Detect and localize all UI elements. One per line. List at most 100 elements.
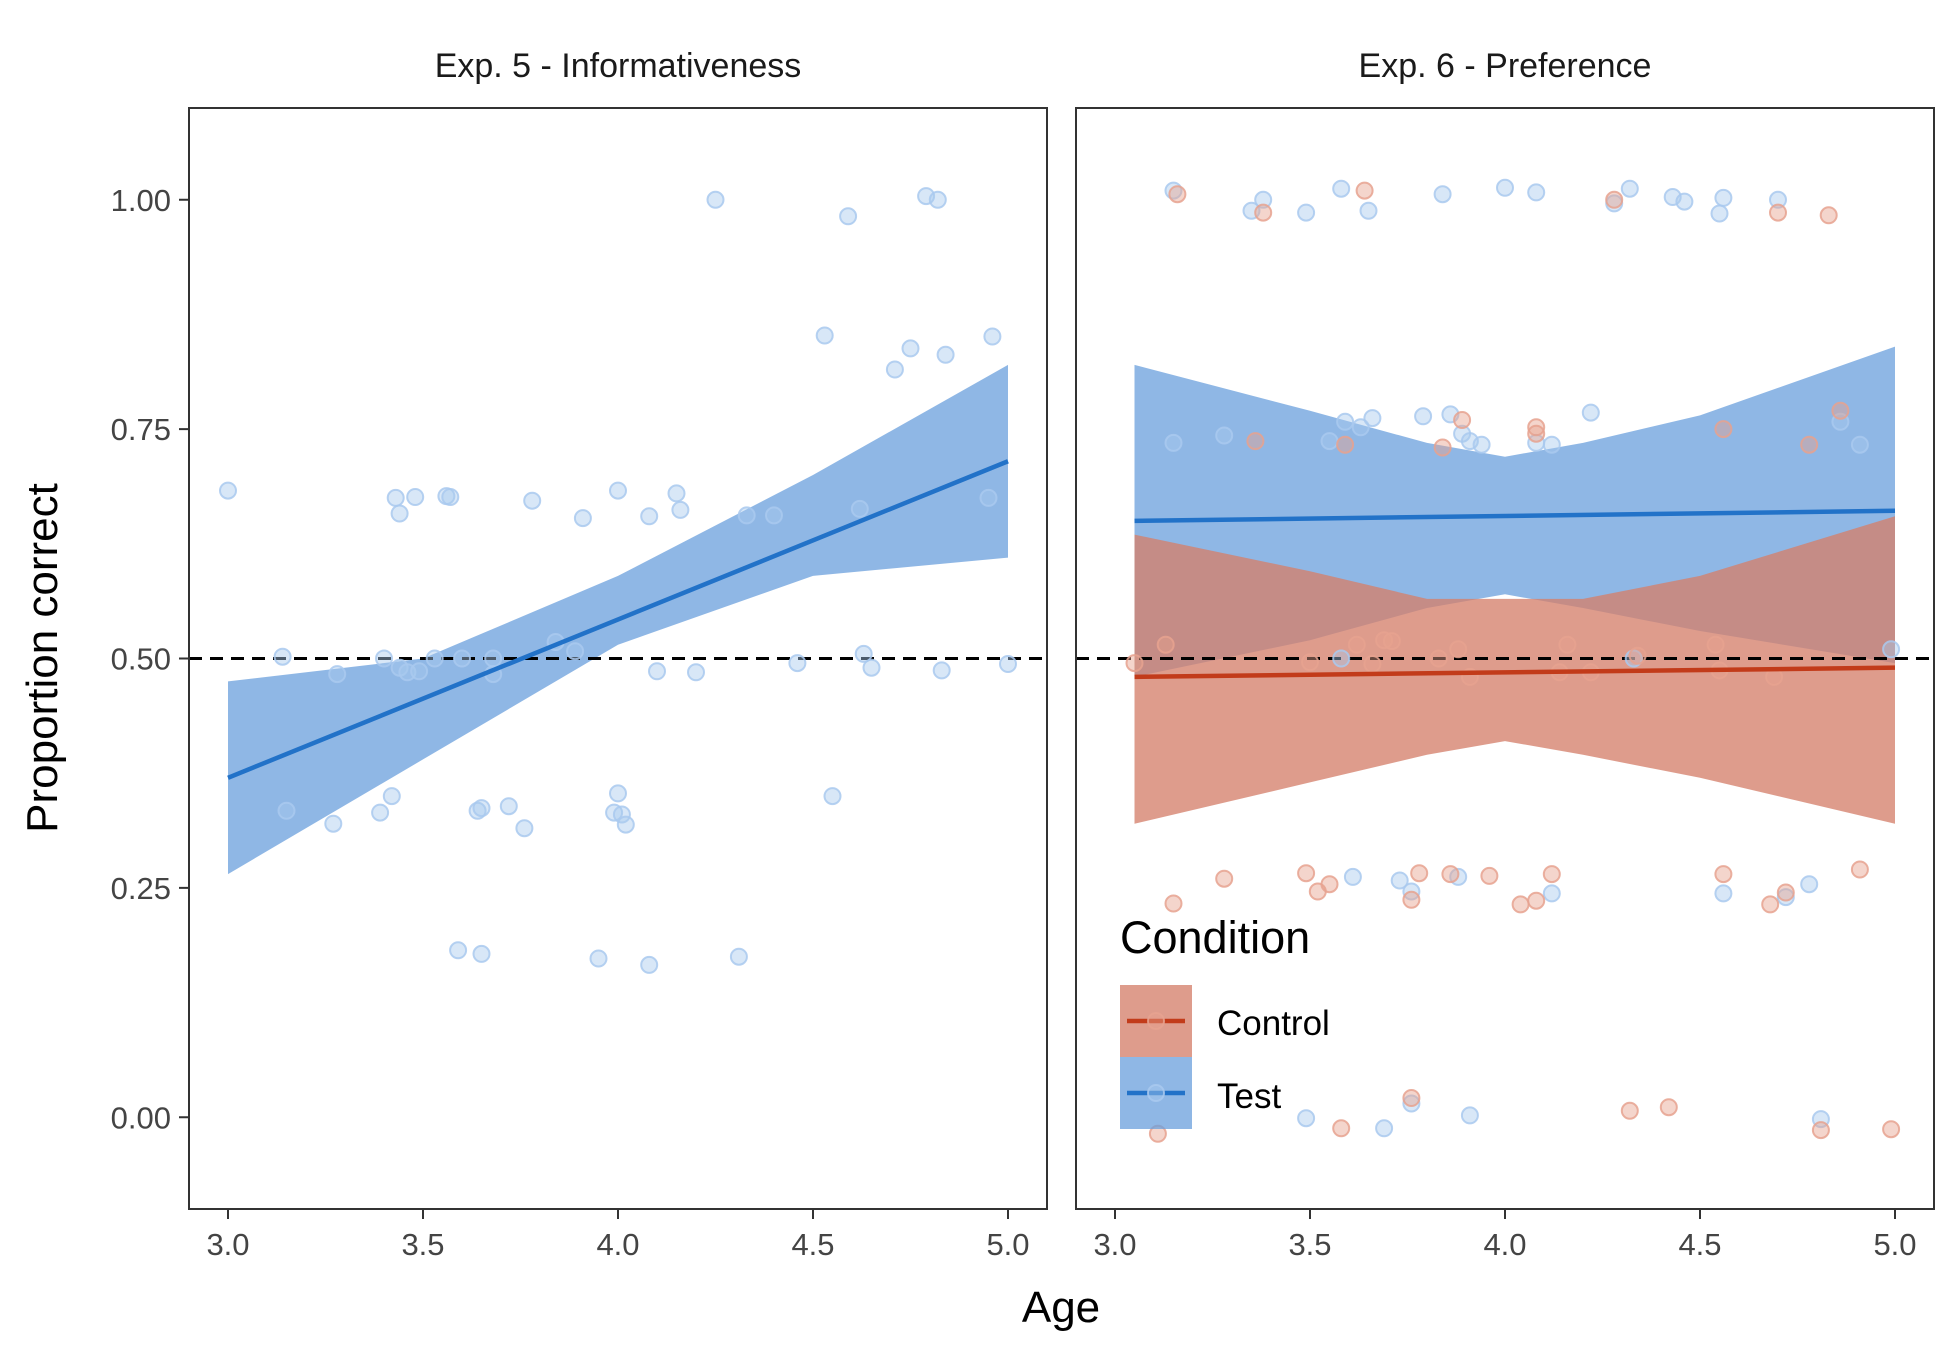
data-point-control <box>1410 864 1429 883</box>
data-point-control <box>1800 435 1819 454</box>
data-point-test <box>1714 188 1733 207</box>
data-point-test <box>850 499 869 518</box>
data-point-test <box>273 647 292 666</box>
data-point-test <box>1336 412 1355 431</box>
data-point-test <box>854 644 873 663</box>
data-point-test <box>406 488 425 506</box>
data-point-test <box>648 662 666 681</box>
data-point-test <box>324 814 343 833</box>
data-point-test <box>484 649 503 668</box>
data-point-test <box>737 506 756 525</box>
data-point-control <box>1254 203 1273 222</box>
x-tick-label: 3.0 <box>1093 1227 1136 1262</box>
data-point-test <box>386 488 405 507</box>
data-point-test <box>687 663 705 682</box>
data-point-control <box>1819 206 1838 225</box>
data-point-test <box>1320 432 1339 451</box>
data-point-control <box>1714 865 1733 884</box>
data-point-control <box>1441 865 1460 884</box>
data-point-test <box>788 654 807 673</box>
data-point-test <box>706 190 725 209</box>
data-point-test <box>765 506 783 525</box>
y-tick-label: 1.00 <box>111 183 171 218</box>
scatter-points <box>1125 178 1901 1143</box>
y-tick-label: 0.75 <box>111 412 171 447</box>
legend-label-control: Control <box>1217 1004 1330 1043</box>
data-point-control <box>1706 635 1725 654</box>
data-point-test <box>1542 435 1561 454</box>
data-point-control <box>1831 401 1850 420</box>
data-point-test <box>1254 190 1273 209</box>
x-tick-label: 4.0 <box>596 1227 639 1262</box>
data-point-test <box>390 504 409 523</box>
data-point-test <box>928 190 947 209</box>
data-point-test <box>449 941 468 960</box>
data-point-test <box>425 649 444 668</box>
data-point-test <box>410 662 429 681</box>
data-point-control <box>1659 1098 1678 1117</box>
confidence-bands <box>1134 346 1895 824</box>
x-tick-label: 4.5 <box>791 1227 834 1262</box>
legend-label-test: Test <box>1217 1077 1281 1116</box>
data-point-test <box>1800 875 1819 894</box>
data-point-control <box>1527 424 1546 443</box>
fit-line-test <box>1134 508 1896 524</box>
fit-line-test <box>227 459 1009 780</box>
data-point-test <box>441 488 460 506</box>
data-point-test <box>1460 1106 1479 1125</box>
data-point-test <box>901 339 920 358</box>
data-point-test <box>1472 435 1491 454</box>
data-point-test <box>1776 888 1795 907</box>
data-point-test <box>1542 884 1561 903</box>
data-point-test <box>823 787 842 806</box>
data-point-test <box>936 345 955 364</box>
data-point-test <box>640 955 659 974</box>
data-point-control <box>1776 883 1795 902</box>
data-point-test <box>1359 201 1378 220</box>
data-point-test <box>1527 183 1546 202</box>
data-point-test <box>885 360 904 379</box>
data-point-test <box>1769 190 1787 209</box>
data-point-test <box>862 658 881 677</box>
data-point-control <box>1558 635 1577 654</box>
data-point-test <box>1620 179 1639 198</box>
data-point-test <box>277 801 296 820</box>
x-tick-label: 3.5 <box>401 1227 444 1262</box>
data-point-test <box>1351 418 1370 437</box>
legend-point <box>1147 1084 1165 1102</box>
data-point-test <box>612 805 631 824</box>
data-point-control <box>1761 895 1780 914</box>
data-point-control <box>1355 181 1374 200</box>
data-point-test <box>566 642 585 661</box>
fit-lines <box>227 459 1009 780</box>
data-point-control <box>1382 632 1401 651</box>
legend-title: Condition <box>1120 912 1310 963</box>
data-point-control <box>1449 640 1468 659</box>
data-point-control <box>1168 185 1187 204</box>
data-point-control <box>1453 411 1472 429</box>
data-point-test <box>729 947 748 966</box>
x-tick-label: 3.5 <box>1288 1227 1331 1262</box>
data-point-test <box>1363 409 1382 428</box>
data-point-control <box>1527 418 1546 437</box>
data-point-test <box>1215 426 1234 445</box>
data-point-test <box>609 784 627 803</box>
data-point-control <box>1246 432 1265 451</box>
data-point-control <box>1628 646 1647 665</box>
data-point-control <box>1542 865 1561 884</box>
legend-key-control <box>1120 985 1192 1057</box>
legend-point <box>1147 1012 1165 1030</box>
x-tick-label: 3.0 <box>206 1227 249 1262</box>
data-point-control <box>1125 654 1144 673</box>
data-point-test <box>382 787 401 806</box>
data-point-test <box>523 491 542 510</box>
data-point-test <box>667 484 686 503</box>
x-tick-label: 5.0 <box>986 1227 1029 1262</box>
data-point-test <box>328 665 347 684</box>
y-tick-label: 0.25 <box>111 871 171 906</box>
y-axis-title: Proportion correct <box>18 483 67 833</box>
data-point-test <box>1882 640 1901 659</box>
y-tick-label: 0.50 <box>111 642 171 677</box>
data-point-test <box>1675 192 1694 211</box>
